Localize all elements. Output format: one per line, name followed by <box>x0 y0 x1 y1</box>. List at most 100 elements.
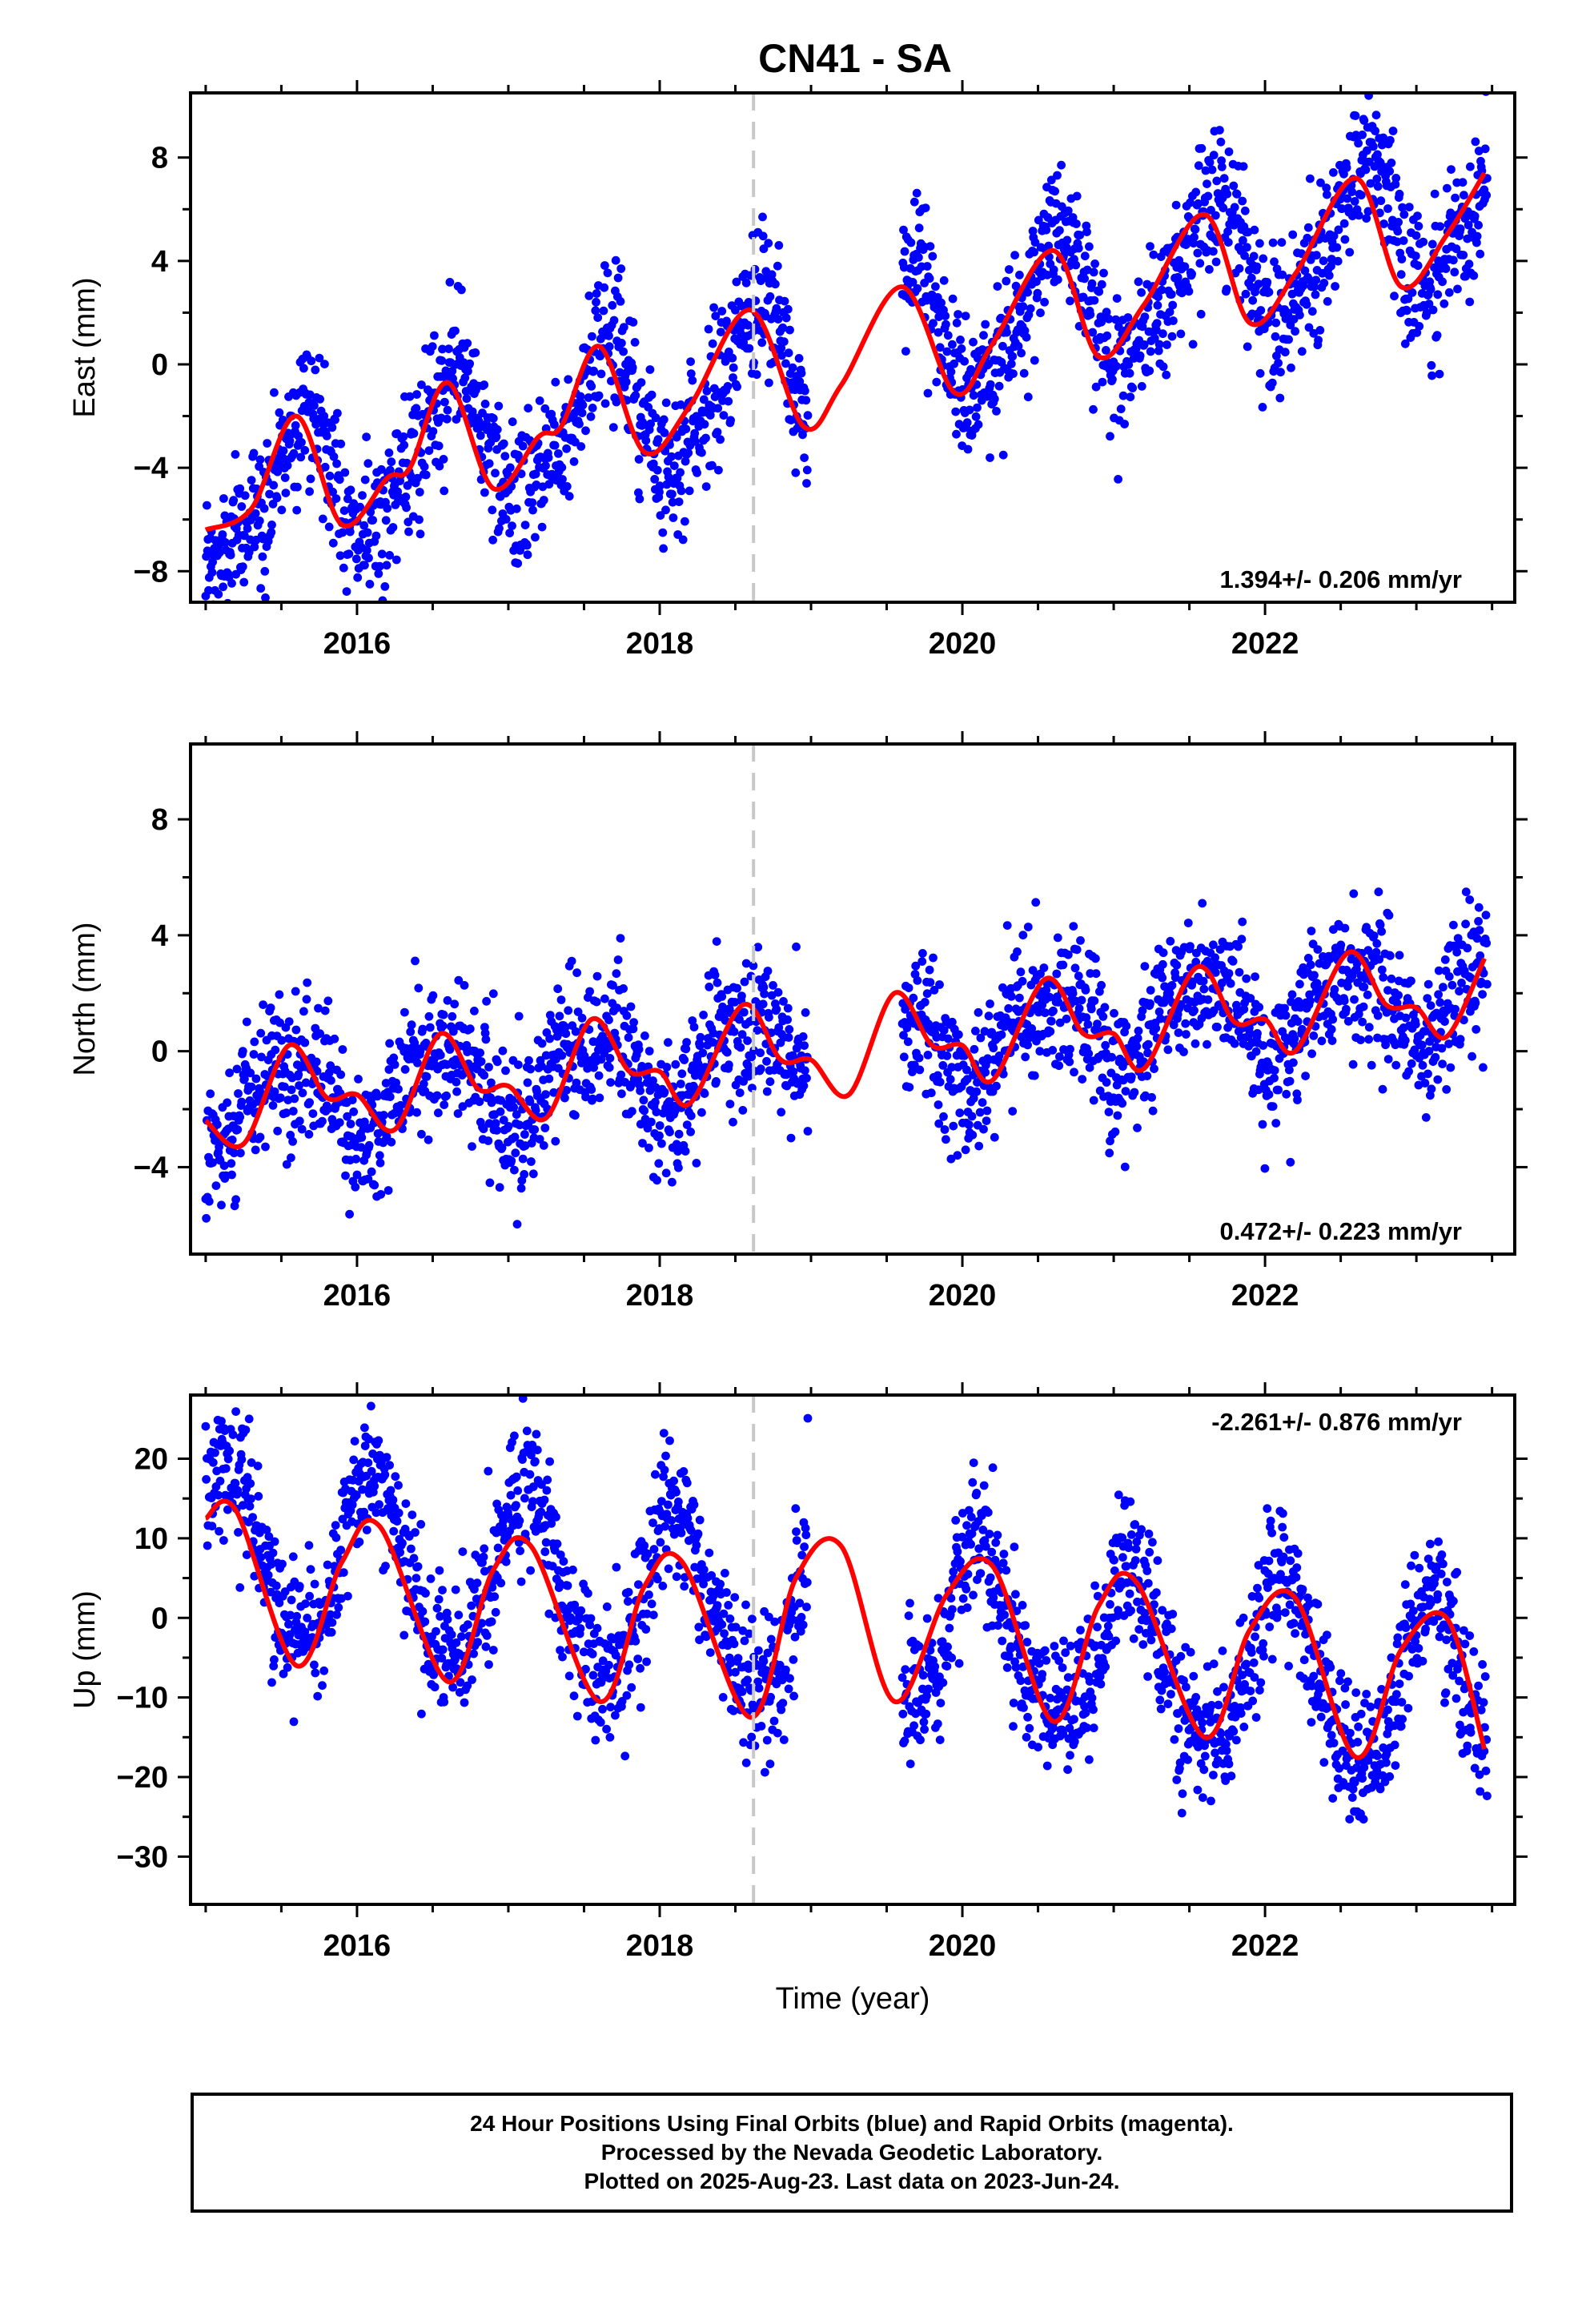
data-point <box>741 278 751 287</box>
data-point <box>326 1061 335 1071</box>
data-point <box>994 1051 1004 1060</box>
data-point <box>1135 351 1145 360</box>
data-point <box>1310 282 1319 292</box>
data-point <box>795 377 805 386</box>
data-point <box>267 521 276 529</box>
data-point <box>1394 218 1403 227</box>
data-point <box>490 1592 500 1602</box>
data-point <box>990 1132 999 1142</box>
data-point <box>311 365 320 375</box>
data-point <box>581 1092 590 1102</box>
data-point <box>308 1109 318 1118</box>
data-point <box>286 1610 295 1620</box>
data-point <box>457 285 466 295</box>
data-point <box>300 1038 310 1047</box>
data-point <box>688 376 697 385</box>
data-point <box>652 1176 661 1185</box>
data-point <box>1471 137 1480 147</box>
data-point <box>408 1510 417 1519</box>
data-point <box>784 1033 793 1042</box>
data-point <box>331 1521 340 1530</box>
data-point <box>909 993 918 1003</box>
data-point <box>516 1577 526 1586</box>
data-point <box>1179 1047 1188 1056</box>
data-point <box>1474 917 1483 926</box>
data-point <box>662 1063 672 1072</box>
data-point <box>651 413 661 423</box>
data-point <box>270 1087 279 1096</box>
data-point <box>572 1078 581 1088</box>
data-point <box>544 1609 554 1618</box>
data-point <box>629 1018 638 1027</box>
data-point <box>219 1161 229 1170</box>
data-point <box>404 517 413 527</box>
data-point <box>1322 183 1331 193</box>
data-point <box>950 359 958 368</box>
data-point <box>216 603 225 612</box>
data-point <box>1439 983 1447 992</box>
data-point <box>561 1029 571 1039</box>
data-point <box>753 1026 762 1035</box>
data-point <box>946 1154 956 1164</box>
data-point <box>1090 996 1099 1006</box>
data-point <box>227 1159 236 1168</box>
data-point <box>1284 335 1293 344</box>
data-point <box>1120 1162 1130 1172</box>
data-point <box>1411 251 1420 260</box>
data-point <box>545 1457 554 1466</box>
data-point <box>803 1127 813 1136</box>
data-point <box>204 1196 214 1206</box>
data-point <box>931 282 940 292</box>
data-point <box>628 1024 638 1034</box>
data-point <box>1203 995 1213 1004</box>
data-point <box>708 460 717 470</box>
data-point <box>290 1094 299 1104</box>
data-point <box>1163 1045 1173 1055</box>
data-point <box>726 416 735 425</box>
data-point <box>230 1148 239 1158</box>
data-point <box>647 390 656 400</box>
data-point <box>440 1697 449 1707</box>
data-point <box>1319 279 1329 287</box>
data-point <box>1209 151 1219 160</box>
data-point <box>1255 239 1264 248</box>
data-point <box>428 991 438 1000</box>
data-point <box>356 1143 366 1152</box>
data-point <box>733 983 741 993</box>
data-point <box>756 1064 765 1074</box>
data-point <box>327 423 337 432</box>
data-point <box>452 1087 461 1096</box>
data-point <box>1456 224 1465 234</box>
data-point <box>289 1717 299 1727</box>
data-point <box>1091 969 1101 979</box>
data-point <box>476 1048 484 1058</box>
data-point <box>617 1089 626 1099</box>
data-point <box>716 328 725 336</box>
data-point <box>477 1618 487 1628</box>
data-point <box>783 304 793 314</box>
data-point <box>1215 945 1225 954</box>
data-point <box>288 1137 297 1146</box>
data-point <box>935 343 945 352</box>
data-point <box>1049 1006 1058 1015</box>
data-point <box>998 341 1007 351</box>
data-point <box>1090 296 1099 305</box>
data-point <box>327 1627 336 1637</box>
data-point <box>691 436 700 446</box>
data-point <box>1140 312 1150 321</box>
data-point <box>729 363 738 372</box>
data-point <box>1431 1052 1440 1062</box>
data-point <box>551 377 560 387</box>
data-point <box>1197 143 1207 153</box>
data-point <box>401 493 411 501</box>
data-point <box>929 319 938 328</box>
data-point <box>568 1565 577 1574</box>
data-point <box>777 351 786 360</box>
data-point <box>965 405 974 415</box>
data-point <box>324 522 334 532</box>
data-point <box>717 307 727 316</box>
data-point <box>257 1052 266 1062</box>
data-point <box>497 1143 507 1152</box>
data-point <box>1306 174 1315 183</box>
data-point <box>202 1474 211 1484</box>
